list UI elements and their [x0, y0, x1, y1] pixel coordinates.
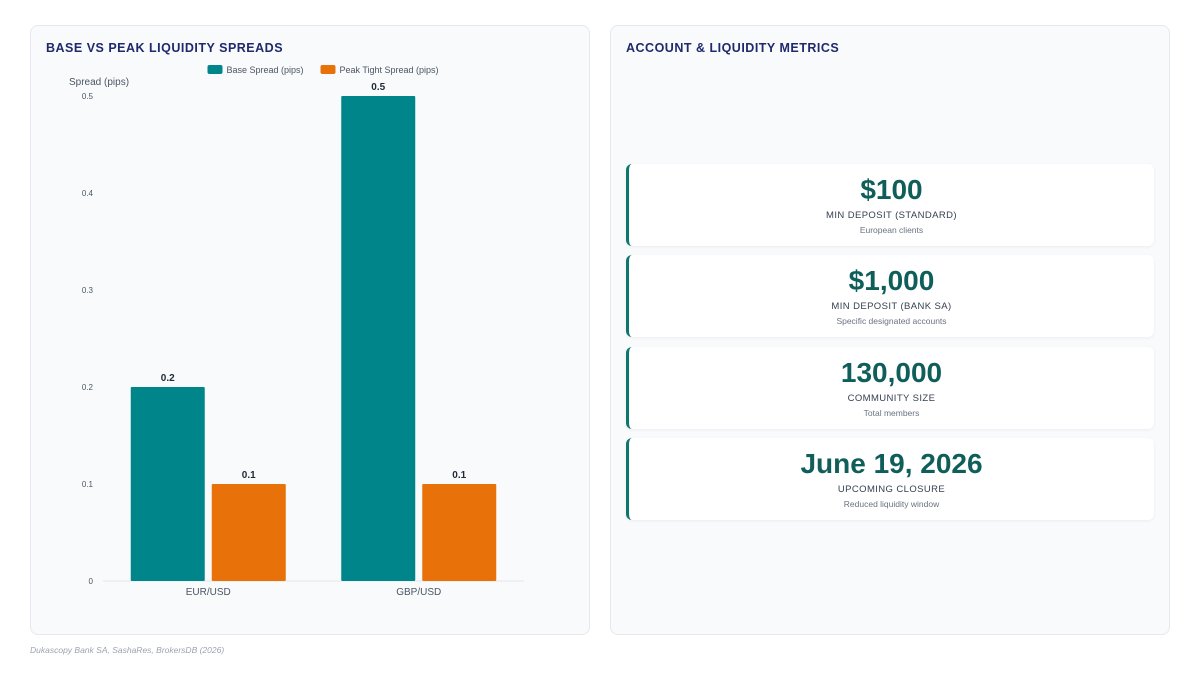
metric-value: June 19, 2026 [800, 448, 983, 479]
bar [341, 96, 416, 581]
metric-card-upcoming-closure: June 19, 2026 UPCOMING CLOSURE Reduced l… [626, 438, 1154, 520]
bar-value-label: 0.1 [452, 470, 466, 481]
metrics-panel: ACCOUNT & LIQUIDITY METRICS $100 MIN DEP… [610, 25, 1170, 635]
metric-card-min-deposit-bank: $1,000 MIN DEPOSIT (BANK SA) Specific de… [626, 255, 1154, 337]
metric-card-community-size: 130,000 COMMUNITY SIZE Total members [626, 347, 1154, 429]
bar-value-label: 0.5 [371, 82, 385, 93]
y-tick-label: 0.4 [82, 189, 94, 198]
metric-value: $100 [860, 174, 923, 205]
y-tick-label: 0.3 [82, 286, 94, 295]
chart-panel: BASE VS PEAK LIQUIDITY SPREADS Spread (p… [30, 25, 590, 635]
metric-sub: Reduced liquidity window [843, 499, 940, 509]
bar [211, 484, 286, 581]
metric-label: MIN DEPOSIT (STANDARD) [826, 210, 957, 221]
x-tick-label: GBP/USD [396, 587, 441, 598]
bar [422, 484, 497, 581]
legend-swatch [207, 65, 223, 74]
spread-bar-chart: Spread (pips) 0 0.1 0.2 0.3 0.4 0.5 0.2 0.1 EUR/U… [69, 65, 524, 598]
bar-value-label: 0.2 [161, 373, 175, 384]
metric-label: UPCOMING CLOSURE [837, 484, 946, 495]
chart-title: BASE VS PEAK LIQUIDITY SPREADS [46, 41, 284, 55]
metric-value: 130,000 [840, 357, 943, 388]
metrics-title: ACCOUNT & LIQUIDITY METRICS [626, 41, 840, 55]
legend-label: Base Spread (pips) [227, 65, 304, 75]
metric-label: COMMUNITY SIZE [847, 393, 936, 404]
source-note: Dukascopy Bank SA, SashaRes, BrokersDB (… [30, 645, 225, 655]
y-axis-title: Spread (pips) [69, 77, 129, 88]
legend-swatch [320, 65, 336, 74]
x-tick-label: EUR/USD [186, 587, 231, 598]
bar [130, 387, 205, 581]
metric-card-min-deposit-standard: $100 MIN DEPOSIT (STANDARD) European cli… [626, 164, 1154, 246]
metric-label: MIN DEPOSIT (BANK SA) [831, 301, 952, 312]
bar-value-label: 0.1 [242, 470, 256, 481]
metric-sub: Specific designated accounts [836, 316, 947, 326]
y-tick-label: 0 [89, 577, 94, 586]
metric-sub: Total members [863, 408, 920, 418]
y-tick-label: 0.5 [82, 92, 94, 101]
y-tick-label: 0.2 [82, 383, 94, 392]
metric-sub: European clients [859, 225, 924, 235]
legend-label: Peak Tight Spread (pips) [340, 65, 439, 75]
y-tick-label: 0.1 [82, 480, 94, 489]
metric-value: $1,000 [848, 265, 935, 296]
